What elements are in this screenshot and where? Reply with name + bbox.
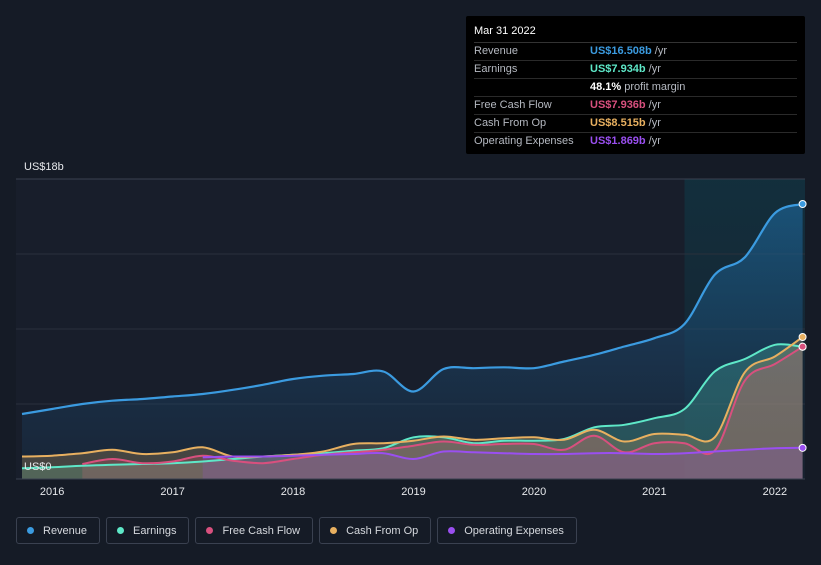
- legend-dot-icon: [448, 527, 456, 534]
- free-cash-flow-end-dot: [798, 342, 807, 351]
- x-tick-label: 2019: [401, 486, 425, 498]
- tooltip-row-value: US$1.869b: [590, 135, 646, 147]
- y-axis-bottom-label: US$0: [24, 461, 52, 473]
- tooltip-row: Operating Expenses US$1.869b/yr: [474, 133, 797, 150]
- legend-item-revenue[interactable]: Revenue: [16, 517, 101, 544]
- tooltip: Mar 31 2022 Revenue US$16.508b/yr Earnings…: [466, 16, 805, 154]
- operating-expenses-line: [202, 446, 803, 461]
- tooltip-row-label: Revenue: [474, 45, 519, 57]
- legend-item-earnings[interactable]: Earnings: [106, 517, 190, 544]
- tooltip-row-value: US$8.515b: [590, 117, 646, 129]
- legend-label: Revenue: [43, 524, 88, 537]
- tooltip-row-value: 48.1%: [590, 81, 622, 93]
- cash-from-op-line: [21, 336, 804, 459]
- legend-item-cash-from-op[interactable]: Cash From Op: [319, 517, 432, 544]
- tooltip-row-unit: /yr: [648, 99, 661, 111]
- revenue-end-dot: [798, 200, 807, 208]
- legend-dot-icon: [27, 527, 34, 534]
- tooltip-row: Cash From Op US$8.515b/yr: [474, 115, 797, 133]
- legend-item-free-cash-flow[interactable]: Free Cash Flow: [195, 517, 314, 544]
- tooltip-row-unit: /yr: [648, 63, 661, 75]
- legend-label: Cash From Op: [346, 524, 419, 537]
- series-end-dots: [798, 200, 807, 452]
- tooltip-row-label: Free Cash Flow: [474, 99, 552, 111]
- operating-expenses-end-dot: [798, 443, 807, 452]
- tooltip-rows: Revenue US$16.508b/yr Earnings US$7.934b/yr…: [474, 43, 797, 150]
- tooltip-row: Earnings US$7.934b/yr: [474, 61, 797, 79]
- x-tick-label: 2020: [522, 486, 546, 498]
- tooltip-row: Revenue US$16.508b/yr: [474, 43, 797, 61]
- tooltip-row-unit: /yr: [648, 117, 661, 129]
- legend-item-operating-expenses[interactable]: Operating Expenses: [437, 517, 577, 544]
- operating-expenses-area: [202, 447, 803, 479]
- free-cash-flow-line: [82, 345, 804, 465]
- x-tick-label: 2016: [40, 486, 64, 498]
- tooltip-row-label: Cash From Op: [474, 117, 547, 129]
- tooltip-row: 48.1% profit margin: [474, 79, 797, 97]
- legend-dot-icon: [117, 527, 125, 534]
- x-tick-label: 2017: [160, 486, 184, 498]
- series-lines: [21, 202, 804, 470]
- x-tick-label: 2018: [281, 486, 305, 498]
- tooltip-row-label: [474, 79, 590, 96]
- x-tick-label: 2021: [642, 486, 666, 498]
- cash-from-op-end-dot: [798, 333, 807, 341]
- tooltip-row-value: US$7.934b: [590, 63, 646, 75]
- tooltip-row-value: US$7.936b: [590, 99, 646, 111]
- tooltip-row-label: Operating Expenses: [474, 135, 574, 147]
- tooltip-row-unit: /yr: [654, 45, 667, 57]
- legend-label: Free Cash Flow: [222, 524, 301, 537]
- tooltip-date: Mar 31 2022: [474, 22, 797, 43]
- tooltip-row-label: Earnings: [474, 63, 518, 75]
- tooltip-row-value: US$16.508b: [590, 45, 652, 57]
- tooltip-row: Free Cash Flow US$7.936b/yr: [474, 97, 797, 115]
- y-axis-top-label: US$18b: [24, 161, 64, 173]
- tooltip-row-unit: /yr: [648, 135, 661, 147]
- legend-label: Earnings: [133, 524, 177, 537]
- x-axis-ticks: 2016 2017 2018 2019 2020 2021 2022: [40, 486, 787, 498]
- revenue-line: [21, 202, 803, 416]
- revenue-area: [22, 204, 803, 479]
- x-tick-label: 2022: [763, 486, 787, 498]
- legend-dot-icon: [206, 527, 214, 534]
- legend-dot-icon: [330, 527, 338, 534]
- legend-label: Operating Expenses: [464, 524, 564, 537]
- tooltip-row-unit: profit margin: [624, 81, 686, 93]
- earnings-area: [22, 344, 803, 479]
- legend: Revenue Earnings Free Cash Flow Cash From O…: [16, 517, 577, 546]
